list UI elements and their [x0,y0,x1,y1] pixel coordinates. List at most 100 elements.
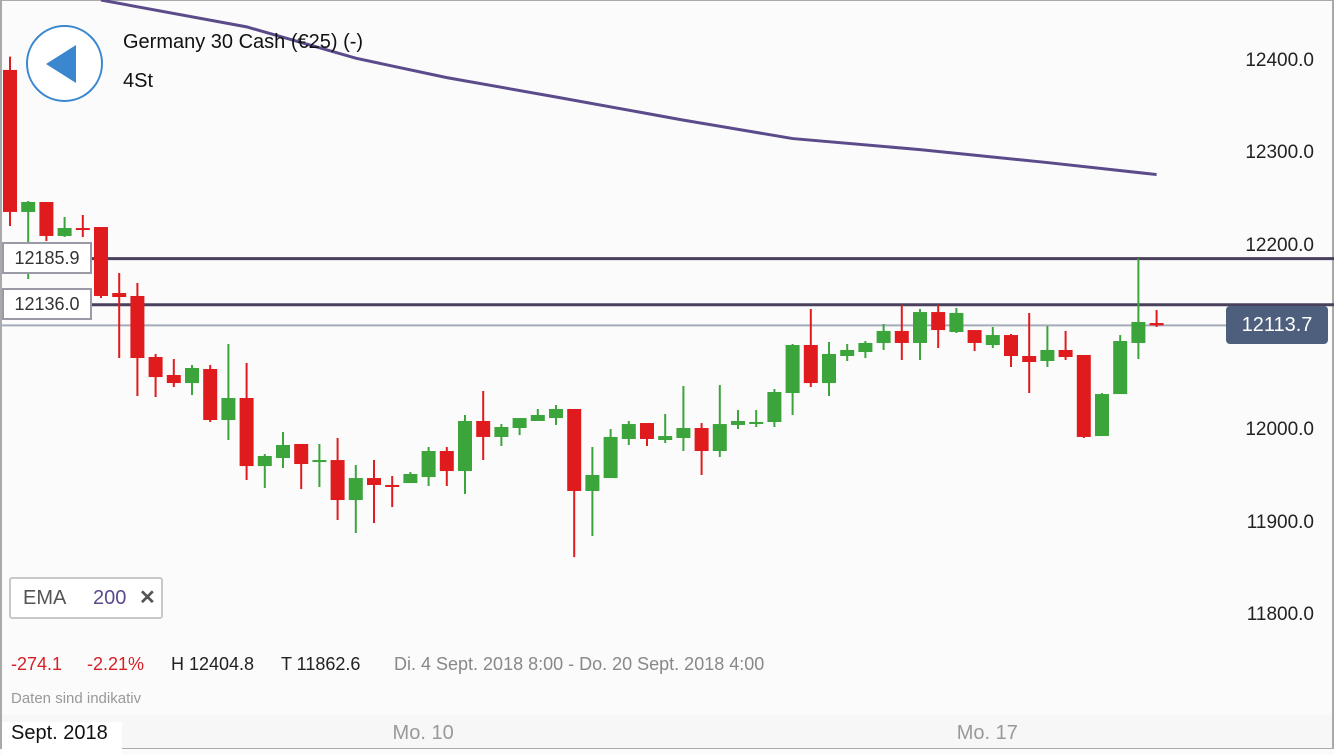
low-value: T 11862.6 [281,654,361,674]
x-tick-label: Sept. 2018 [2,722,122,755]
candle-body [1113,341,1128,395]
candle-body [39,201,54,236]
y-tick-label: 11900.0 [1246,511,1314,533]
candle-body [239,398,254,467]
candle [421,447,436,486]
candle [403,472,418,484]
candle-body [148,357,163,378]
candle-body [1149,323,1164,326]
candle [348,465,363,533]
candle [1040,325,1055,367]
candle [1058,330,1073,360]
candle [822,341,836,396]
candle [640,423,654,447]
candle-body [57,228,72,236]
candle-body [640,423,654,439]
candle [621,420,636,446]
candle [75,215,90,237]
candle-body [621,424,636,439]
y-tick-label: 12200.0 [1245,234,1314,256]
level-label-2[interactable]: 12136.0 [2,288,92,320]
back-button[interactable] [26,25,103,102]
candle [330,437,345,520]
candle-body [603,436,618,479]
y-tick-label: 12400.0 [1245,50,1314,71]
candle [1076,354,1091,438]
change-percent: -2.21% [87,654,145,674]
candle-body [348,478,363,501]
candle [476,390,491,461]
candle [694,423,709,476]
close-icon[interactable]: ✕ [139,587,156,609]
candle [185,365,199,396]
change-value: -274.1 [11,654,63,674]
candle-body [494,426,509,437]
candle-body [439,451,454,472]
candle-body [94,227,108,296]
candle-body [676,428,691,438]
indicator-period: 200 [93,587,127,609]
candle [1095,393,1109,437]
candle [239,363,254,480]
candle [494,424,509,447]
level-label-1[interactable]: 12185.9 [2,242,92,274]
candle [567,408,582,558]
date-range: Di. 4 Sept. 2018 8:00 - Do. 20 Sept. 201… [394,654,765,674]
candle [840,343,855,361]
candle [166,359,181,388]
candle [367,460,381,524]
y-tick-label: 11800.0 [1246,603,1314,625]
candle-body [585,475,600,491]
candle [585,447,600,537]
candle [712,384,727,458]
candle [385,476,400,508]
candle [858,341,873,359]
candle-body [658,436,673,441]
candle [312,443,327,488]
candle [458,414,472,495]
candle-body [840,349,855,356]
candle-body [712,424,727,452]
candle-body [1040,349,1055,361]
candle-body [421,451,436,478]
back-arrow-icon [46,45,76,83]
y-tick-label: 12300.0 [1245,142,1314,164]
current-price-badge: 12113.7 [1226,306,1328,344]
candle-body [749,422,764,425]
candle-body [385,484,400,487]
candle [985,327,1000,349]
interval-label[interactable]: 4St [123,70,154,92]
candle-body [1095,394,1109,437]
candle [749,410,764,427]
indicator-chip[interactable]: EMA 200 ✕ [9,577,163,619]
candle-body [1058,349,1073,358]
instrument-title: Germany 30 Cash (€25) (-) [123,31,364,53]
candle-body [949,312,964,332]
candle [1131,258,1146,360]
candle-body [185,367,199,384]
candle-body [294,443,309,465]
candle-body [785,345,800,394]
candle-body [312,460,327,463]
candle [767,389,782,427]
candle [658,413,673,443]
candle-body [21,201,36,212]
indicator-name: EMA [23,587,67,609]
candle [512,418,527,436]
candle [130,282,145,396]
x-axis[interactable]: Sept. 2018 Mo. 10 Mo. 17 [2,715,1332,755]
candle [949,307,964,334]
candle-body [476,420,491,437]
candle-body [530,414,545,421]
candle-body [876,330,891,343]
candle-body [803,345,818,384]
candle-body [130,295,145,359]
candle [221,343,236,441]
candle-body [767,392,782,423]
candle [894,305,909,360]
candle-body [458,420,472,472]
candle-body [257,455,272,467]
candle-body [894,330,909,343]
